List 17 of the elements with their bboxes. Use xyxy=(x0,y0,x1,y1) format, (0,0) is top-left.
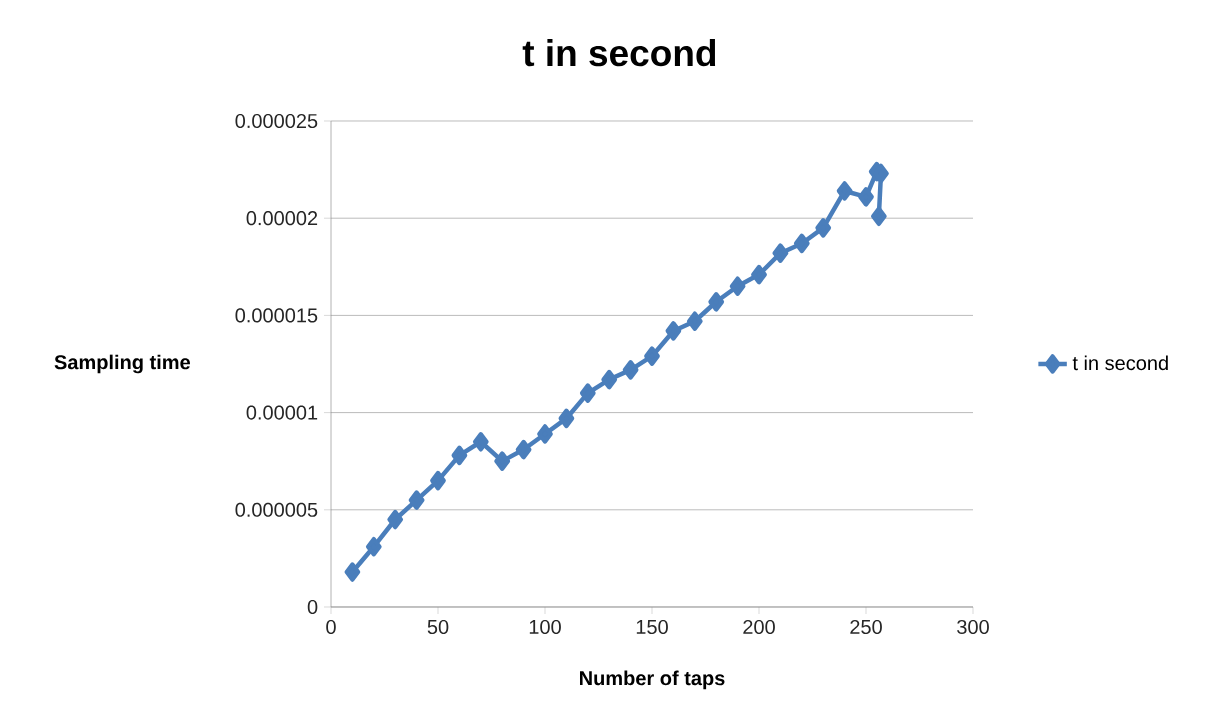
x-tick-label: 250 xyxy=(850,619,882,635)
y-axis-title: Sampling time xyxy=(54,354,190,374)
x-tick-label: 300 xyxy=(957,619,989,635)
y-tick-label: 0 xyxy=(307,599,318,615)
y-tick-label: 0.000025 xyxy=(235,113,318,129)
y-tick-label: 0.00002 xyxy=(246,211,318,226)
x-tick-label: 150 xyxy=(636,619,668,635)
y-tick-label: 0.00001 xyxy=(246,405,318,420)
x-axis-title: Number of taps xyxy=(580,670,725,690)
y-tick-label: 0.000005 xyxy=(235,502,318,517)
x-tick-label: 50 xyxy=(427,619,449,635)
x-tick-label: 100 xyxy=(529,619,561,635)
legend-label: t in second xyxy=(1072,355,1168,371)
x-tick-label: 0 xyxy=(326,619,336,635)
chart-title: t in second xyxy=(522,39,716,67)
y-tick-label: 0.000015 xyxy=(235,308,318,323)
x-tick-label: 200 xyxy=(743,619,775,635)
